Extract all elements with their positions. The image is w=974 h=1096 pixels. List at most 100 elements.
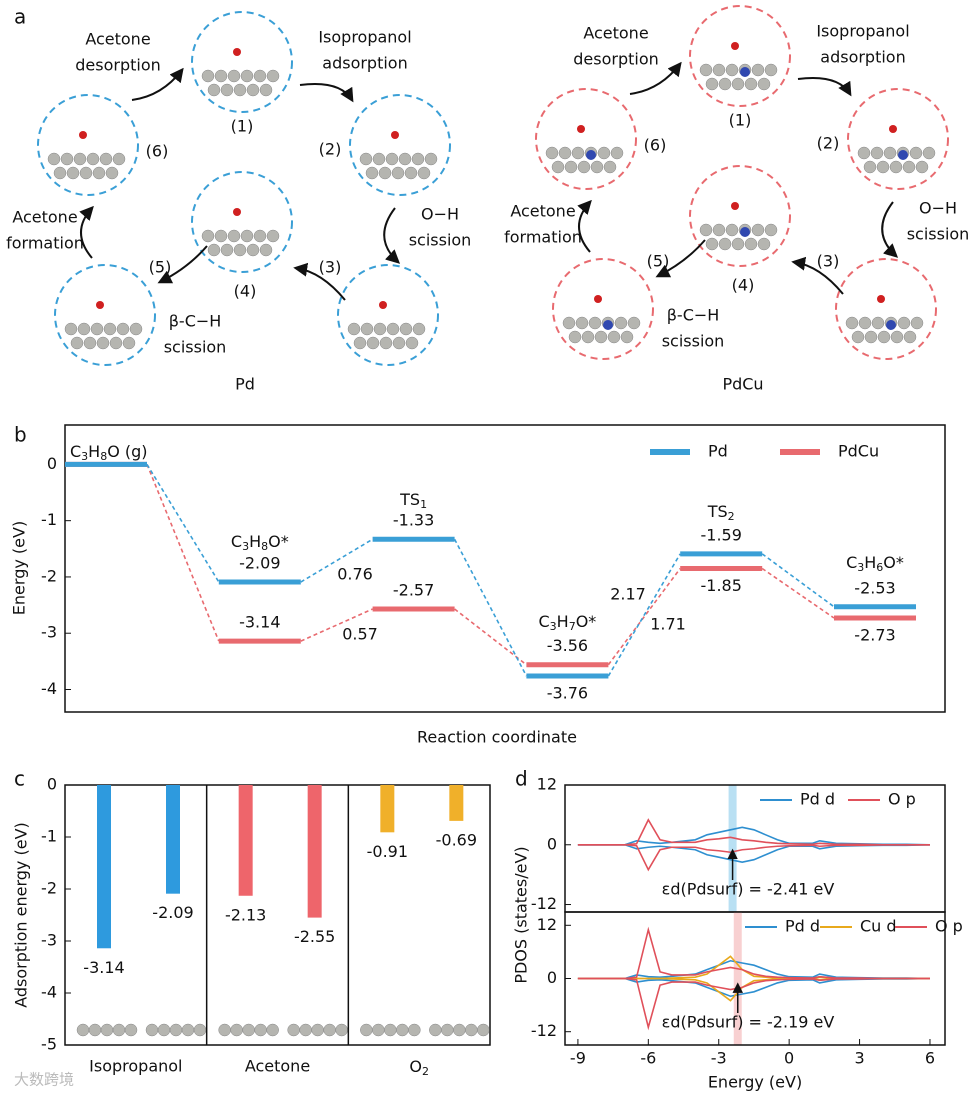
value-label: -3.56 bbox=[547, 636, 588, 655]
atom bbox=[889, 125, 897, 133]
atom bbox=[577, 125, 585, 133]
atom bbox=[744, 237, 758, 251]
atom bbox=[890, 330, 904, 344]
cycle-arrow bbox=[293, 262, 346, 301]
atom bbox=[47, 152, 61, 166]
y-tick-label: 12 bbox=[537, 775, 557, 794]
atom bbox=[233, 243, 247, 257]
atom bbox=[233, 83, 247, 97]
state-label: C3H7O* bbox=[539, 612, 597, 634]
atom bbox=[751, 63, 765, 77]
atom bbox=[571, 146, 585, 160]
atom bbox=[558, 146, 572, 160]
atom bbox=[870, 146, 884, 160]
atom bbox=[207, 243, 221, 257]
atom bbox=[898, 150, 908, 160]
atom bbox=[731, 237, 745, 251]
panel-label: b bbox=[14, 423, 27, 447]
atom bbox=[201, 69, 215, 83]
atom bbox=[116, 322, 130, 336]
value-label: -2.73 bbox=[854, 626, 895, 645]
atom bbox=[586, 150, 596, 160]
plot-frame bbox=[64, 424, 946, 713]
connector bbox=[454, 608, 527, 666]
cycle-arrow bbox=[655, 239, 706, 278]
transition-label: Acetone bbox=[583, 24, 648, 43]
atom bbox=[883, 146, 897, 160]
step-label: (6) bbox=[146, 142, 169, 161]
step-label: (4) bbox=[234, 282, 257, 301]
atom bbox=[70, 336, 84, 350]
y-tick-label: -1 bbox=[41, 827, 57, 846]
atom bbox=[169, 1023, 183, 1037]
value-label: -3.76 bbox=[547, 683, 588, 702]
state-circle bbox=[54, 264, 156, 366]
cycle-arrow bbox=[383, 207, 401, 264]
transition-label: formation bbox=[504, 228, 582, 247]
atom bbox=[242, 1023, 255, 1037]
y-axis-label: Adsorption energy (eV) bbox=[12, 822, 31, 1008]
cycle-arrow bbox=[157, 245, 208, 284]
state-circle bbox=[552, 258, 654, 360]
atom bbox=[424, 152, 438, 166]
y-tick-label: -12 bbox=[531, 1021, 557, 1040]
atom bbox=[740, 67, 750, 77]
atom bbox=[360, 322, 374, 336]
legend-label: Pd d bbox=[800, 790, 835, 809]
value-label: -2.13 bbox=[225, 905, 266, 924]
value-label: -1.59 bbox=[700, 525, 741, 544]
atom bbox=[246, 83, 260, 97]
atom bbox=[871, 316, 885, 330]
pdos-curve bbox=[577, 977, 930, 1002]
state-circle bbox=[191, 11, 293, 113]
y-tick-label: -3 bbox=[41, 623, 57, 642]
state-circle bbox=[535, 88, 637, 190]
atom bbox=[66, 166, 80, 180]
atom bbox=[259, 83, 273, 97]
value-label: -3.14 bbox=[83, 958, 124, 977]
x-tick-label: 0 bbox=[784, 1049, 794, 1068]
step-label: (2) bbox=[319, 140, 342, 159]
pdos-curve bbox=[577, 926, 930, 980]
atom bbox=[323, 1023, 336, 1037]
atom bbox=[477, 1023, 490, 1037]
pdos-curve bbox=[577, 843, 930, 872]
atom bbox=[266, 1023, 279, 1037]
atom bbox=[465, 1023, 478, 1037]
atom bbox=[253, 69, 267, 83]
value-label: -2.09 bbox=[239, 554, 280, 573]
x-tick-label: -6 bbox=[640, 1049, 656, 1068]
atom bbox=[259, 243, 273, 257]
cycle-arrow bbox=[881, 201, 899, 258]
atom bbox=[227, 229, 241, 243]
atom bbox=[96, 336, 110, 350]
atom bbox=[220, 243, 234, 257]
atom bbox=[99, 152, 113, 166]
atom bbox=[379, 301, 387, 309]
atom bbox=[597, 146, 611, 160]
atom bbox=[218, 1023, 231, 1037]
transition-label: scission bbox=[164, 338, 227, 357]
atom bbox=[366, 336, 380, 350]
atom bbox=[353, 336, 367, 350]
atom bbox=[112, 1023, 126, 1037]
atom bbox=[858, 316, 872, 330]
bar bbox=[449, 785, 464, 821]
atom bbox=[129, 322, 143, 336]
pdos-curve bbox=[577, 826, 930, 846]
state-label: C3H8O (g) bbox=[70, 442, 148, 464]
value-label: -2.55 bbox=[294, 927, 335, 946]
d-band-center bbox=[733, 912, 742, 1045]
atom bbox=[379, 336, 393, 350]
atom bbox=[230, 1023, 243, 1037]
atom bbox=[64, 322, 78, 336]
atom bbox=[347, 322, 361, 336]
atom bbox=[705, 77, 719, 91]
atom bbox=[441, 1023, 454, 1037]
atom bbox=[96, 301, 104, 309]
value-label: -0.91 bbox=[367, 842, 408, 861]
barrier-label: 0.57 bbox=[342, 625, 378, 644]
atom bbox=[757, 237, 771, 251]
x-axis-label: Reaction coordinate bbox=[417, 728, 577, 747]
legend-label: PdCu bbox=[838, 442, 879, 461]
